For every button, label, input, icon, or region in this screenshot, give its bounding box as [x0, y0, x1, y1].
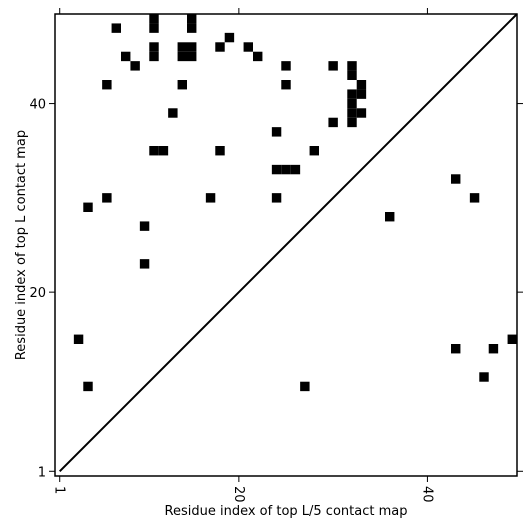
contact-cell-top-l: [102, 193, 112, 203]
y-axis-label: Residue index of top L contact map: [14, 130, 29, 360]
contact-cell-top-l: [139, 259, 150, 269]
contact-cell-top-l: [177, 80, 187, 90]
contact-cells: [73, 14, 517, 392]
contact-cell-top-l: [187, 14, 197, 24]
contact-cell-top-l: [347, 89, 357, 99]
contact-cell-top-l5: [488, 344, 499, 354]
contact-cell-top-l: [451, 174, 461, 184]
contact-cell-top-l: [149, 146, 159, 156]
contact-cell-top-l: [168, 108, 178, 118]
contact-cell-top-l: [385, 212, 395, 222]
x-tick-label: 20: [231, 486, 246, 503]
contact-cell-top-l5: [479, 372, 489, 382]
contact-cell-top-l: [83, 202, 93, 212]
plot-frame: [54, 13, 518, 477]
contact-cell-top-l: [356, 80, 367, 90]
contact-cell-top-l: [347, 70, 357, 80]
contact-cell-top-l5: [83, 381, 93, 392]
contact-cell-top-l: [469, 193, 480, 203]
contact-cell-top-l: [347, 98, 357, 109]
contact-cell-top-l: [187, 23, 197, 33]
contact-cell-top-l5: [73, 334, 84, 344]
contact-cell-top-l: [347, 117, 357, 128]
contact-cell-top-l: [149, 51, 159, 62]
contact-cell-top-l5: [451, 344, 461, 354]
contact-cell-top-l: [347, 61, 357, 71]
contact-cell-top-l: [290, 164, 301, 175]
contact-cell-top-l: [215, 42, 225, 52]
contact-cell-top-l: [224, 32, 235, 43]
diagonal-line: [59, 13, 518, 472]
contact-cell-top-l5: [300, 381, 310, 392]
contact-cell-top-l: [215, 146, 225, 156]
contact-cell-top-l: [243, 42, 253, 52]
x-tick-label: 1: [52, 486, 67, 494]
x-axis-label: Residue index of top L/5 contact map: [165, 504, 408, 519]
contact-cell-top-l: [281, 164, 291, 175]
contact-cell-top-l: [102, 80, 112, 90]
contact-cell-top-l: [271, 193, 282, 203]
contact-cell-top-l: [205, 193, 216, 203]
contact-cell-top-l5: [507, 334, 517, 344]
contact-cell-top-l: [139, 221, 150, 231]
contact-cell-top-l: [281, 80, 291, 90]
contact-cell-top-l: [177, 42, 187, 52]
contact-cell-top-l: [271, 127, 282, 137]
contact-cell-top-l: [281, 61, 291, 71]
contact-cell-top-l: [328, 61, 338, 71]
x-tick-label: 40: [419, 486, 434, 503]
contact-cell-top-l: [356, 89, 367, 99]
contact-cell-top-l: [253, 51, 263, 62]
y-tick-label: 20: [29, 286, 46, 301]
contact-cell-top-l: [149, 23, 159, 33]
contact-cell-top-l: [149, 42, 159, 52]
y-tick-label: 1: [38, 465, 46, 480]
contact-cell-top-l: [130, 61, 140, 71]
contact-cell-top-l: [328, 117, 338, 128]
contact-cell-top-l: [187, 51, 197, 62]
contact-cell-top-l: [356, 108, 367, 118]
contact-cell-top-l: [187, 42, 197, 52]
contact-cell-top-l: [111, 23, 121, 33]
contact-cell-top-l: [347, 108, 357, 118]
contact-cell-top-l: [121, 51, 131, 62]
contact-cell-top-l: [271, 164, 282, 175]
contact-cell-top-l: [309, 146, 319, 156]
axis-ticks: 1 20 40 1 20 40: [29, 8, 523, 503]
contact-cell-top-l: [149, 14, 159, 24]
y-tick-label: 40: [29, 98, 46, 113]
contact-cell-top-l: [158, 146, 169, 156]
contact-cell-top-l: [177, 51, 187, 62]
